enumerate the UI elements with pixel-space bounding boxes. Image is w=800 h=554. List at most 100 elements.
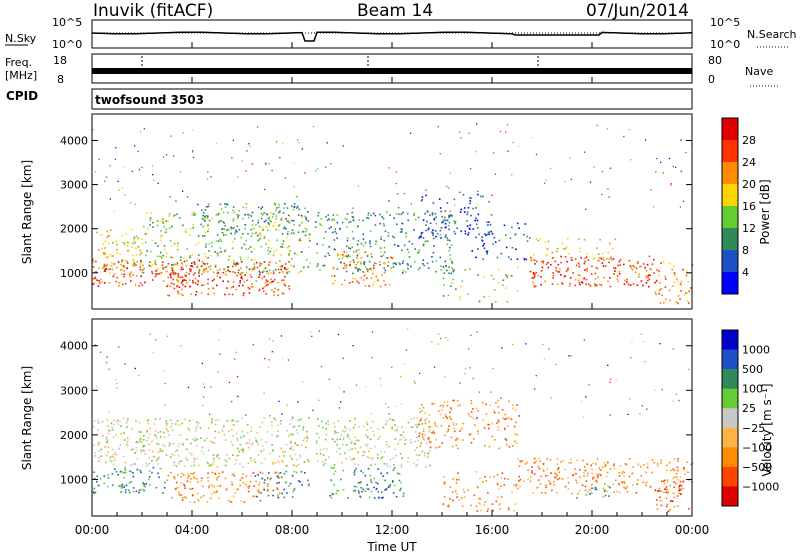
power-data-cell [668,289,671,292]
power-data-cell [405,235,407,238]
velocity-data-cell [420,419,422,421]
velocity-data-cell [277,472,280,475]
power-noise-cell [644,139,647,141]
velocity-data-cell [296,458,298,461]
velocity-data-cell [319,452,322,455]
power-data-cell [431,260,434,263]
velocity-data-cell [469,433,472,435]
power-data-cell [483,243,485,245]
power-data-cell [331,219,333,222]
power-data-cell [237,263,239,265]
velocity-data-cell [661,480,663,483]
power-data-cell [647,279,649,282]
velocity-data-cell [360,496,362,499]
power-data-cell [634,271,637,274]
power-data-cell [484,233,486,235]
power-data-cell [109,229,112,231]
power-data-cell [374,262,376,264]
velocity-noise-cell [282,357,284,360]
power-data-cell [476,223,478,226]
velocity-data-cell [283,472,286,475]
power-data-cell [282,240,285,242]
power-data-cell [260,234,262,237]
velocity-data-cell [345,457,347,460]
power-data-cell [477,213,480,216]
velocity-data-cell [431,432,434,434]
velocity-data-cell [400,438,403,441]
velocity-data-cell [180,494,182,496]
velocity-noise-cell [219,328,222,331]
power-data-cell [251,232,254,235]
velocity-data-cell [94,491,97,494]
power-data-cell [202,214,204,217]
velocity-noise-cell [234,358,236,360]
power-data-cell [262,212,265,214]
power-data-cell [281,246,284,248]
velocity-data-cell [538,457,540,460]
power-data-cell [207,203,210,205]
velocity-data-cell [360,470,362,472]
velocity-noise-cell [318,399,320,401]
velocity-data-cell [673,476,676,478]
power-data-cell [146,212,148,215]
power-data-cell [219,203,222,206]
power-data-cell [383,280,385,282]
velocity-data-cell [518,465,521,467]
velocity-data-cell [656,499,658,501]
power-data-cell [524,223,527,225]
power-data-cell [373,281,376,283]
velocity-data-cell [159,448,162,451]
power-data-cell [198,270,200,273]
velocity-data-cell [429,464,431,467]
power-data-cell [454,222,456,225]
velocity-data-cell [235,420,238,422]
velocity-data-cell [393,464,395,466]
velocity-data-cell [472,438,475,440]
velocity-data-cell [533,461,536,464]
velocity-data-cell [211,418,213,420]
power-noise-cell [395,182,397,185]
power-data-cell [225,234,227,236]
power-data-cell [393,243,396,246]
power-data-cell [264,285,266,288]
velocity-data-cell [446,404,449,407]
velocity-data-cell [435,438,437,441]
velocity-data-cell [549,458,552,461]
power-data-cell [578,238,580,240]
power-data-cell [363,263,366,266]
velocity-data-cell [370,458,373,460]
velocity-data-cell [457,447,459,450]
power-data-cell [237,214,240,217]
velocity-data-cell [600,474,602,476]
power-noise-cell [121,187,123,189]
velocity-data-cell [549,482,552,485]
power-data-cell [165,265,168,268]
velocity-data-cell [679,480,682,483]
power-data-cell [362,219,364,222]
power-data-cell [181,280,184,282]
power-data-cell [570,256,573,259]
power-data-cell [646,275,648,277]
power-data-cell [390,256,392,259]
power-data-cell [402,270,405,272]
velocity-data-cell [517,458,520,461]
velocity-data-cell [193,464,195,467]
power-data-cell [532,281,534,284]
power-data-cell [211,241,213,244]
velocity-data-cell [477,486,479,489]
power-noise-cell [301,148,303,150]
power-data-cell [354,278,357,280]
power-data-cell [237,216,239,218]
power-data-cell [552,257,554,259]
velocity-data-cell [173,476,175,478]
power-data-cell [363,261,366,263]
velocity-data-cell [579,476,581,478]
velocity-data-cell [370,481,373,484]
velocity-data-cell [271,424,273,427]
velocity-data-cell [606,471,609,474]
power-data-cell [160,251,162,254]
power-data-cell [232,259,235,261]
velocity-noise-cell [152,352,155,354]
velocity-data-cell [276,488,279,490]
velocity-data-cell [130,449,132,451]
